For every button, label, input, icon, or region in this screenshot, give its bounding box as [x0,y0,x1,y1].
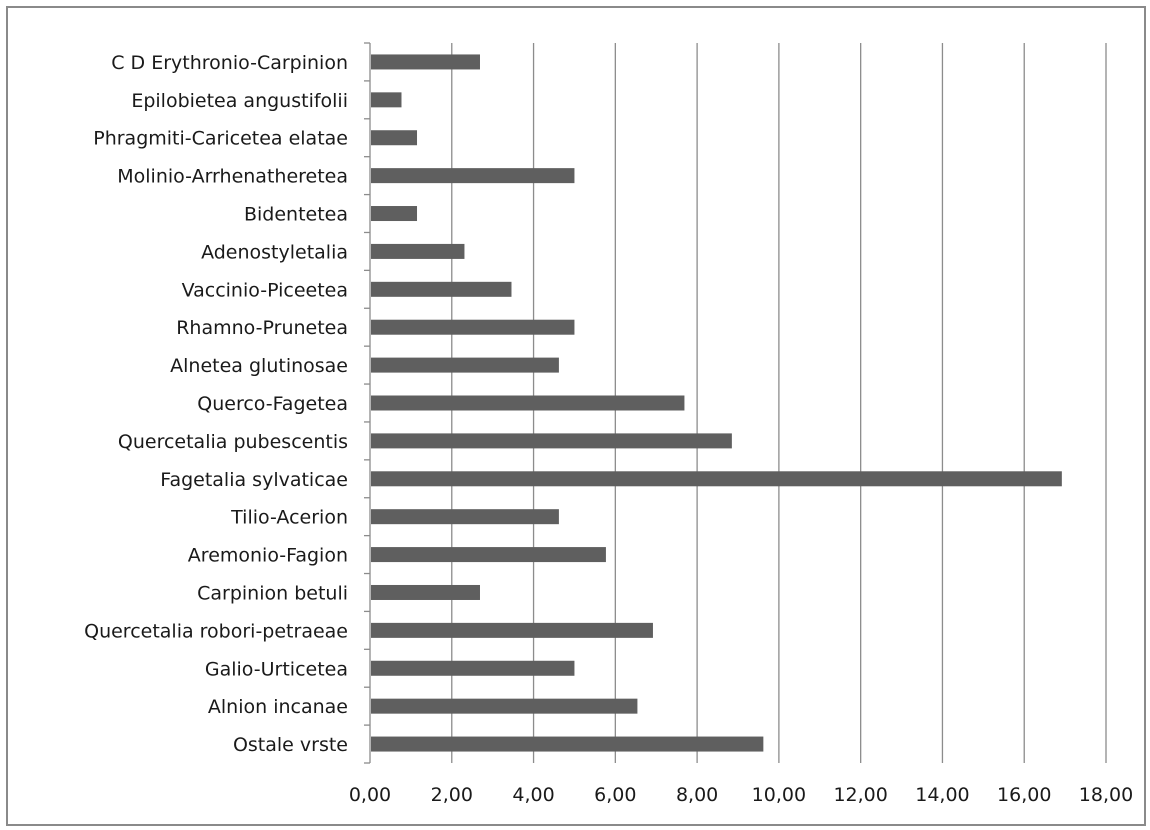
bar [371,243,465,259]
bar [371,168,575,184]
x-tick-label: 4,00 [512,784,554,806]
category-label: Quercetalia pubescentis [118,431,348,453]
category-label: Carpinion betuli [197,582,348,604]
category-label: Fagetalia sylvaticae [160,469,348,491]
bar [371,471,1062,487]
x-tick-label: 12,00 [833,784,887,806]
category-label: Galio-Urticetea [205,658,348,680]
category-labels: C D Erythronio-Carpinion Epilobietea angu… [84,52,348,756]
x-tick-label: 0,00 [349,784,391,806]
x-tick-label: 14,00 [915,784,969,806]
y-axis [364,42,371,764]
category-label: Quercetalia robori-petraeae [84,620,348,642]
bar [371,698,638,714]
category-label: Rhamno-Prunetea [176,317,348,339]
category-label: Epilobietea angustifolii [131,90,348,112]
x-tick-label: 2,00 [431,784,473,806]
category-label: Vaccinio-Piceetea [182,279,348,301]
x-tick-label: 6,00 [594,784,636,806]
bar [371,736,764,752]
grid-lines [451,43,1107,763]
bar [371,547,606,563]
category-label: Tilio-Acerion [230,507,348,529]
bar [371,281,512,297]
bar [371,660,575,676]
bar-chart: C D Erythronio-Carpinion Epilobietea angu… [84,42,1133,806]
category-label: Molinio-Arrhenatheretea [117,166,348,188]
bar [371,319,575,335]
category-label: C D Erythronio-Carpinion [111,52,348,74]
x-tick-label: 8,00 [676,784,718,806]
bar [371,357,559,373]
category-label: Alnion incanae [208,696,348,718]
bar [371,206,418,222]
category-label: Aremonio-Fagion [188,545,348,567]
category-label: Alnetea glutinosae [170,355,348,377]
chart-frame: C D Erythronio-Carpinion Epilobietea angu… [6,6,1146,826]
bar [371,130,418,146]
bar [371,433,732,449]
category-label: Ostale vrste [233,734,348,756]
bar [371,54,480,70]
x-tick-label: 18,00 [1079,784,1133,806]
category-label: Bidentetea [244,204,348,226]
bar [371,509,559,525]
category-label: Adenostyletalia [201,241,348,263]
bar [371,92,402,108]
x-tick-label: 10,00 [752,784,806,806]
x-tick-labels: 0,00 2,00 4,00 6,00 8,00 10,00 12,00 14,00 16,00… [349,784,1133,806]
bars [371,54,1062,752]
bar [371,395,685,411]
category-label: Querco-Fagetea [197,393,348,415]
category-label: Phragmiti-Caricetea elatae [93,128,348,150]
bar [371,584,480,600]
x-tick-label: 16,00 [997,784,1051,806]
bar [371,622,653,638]
